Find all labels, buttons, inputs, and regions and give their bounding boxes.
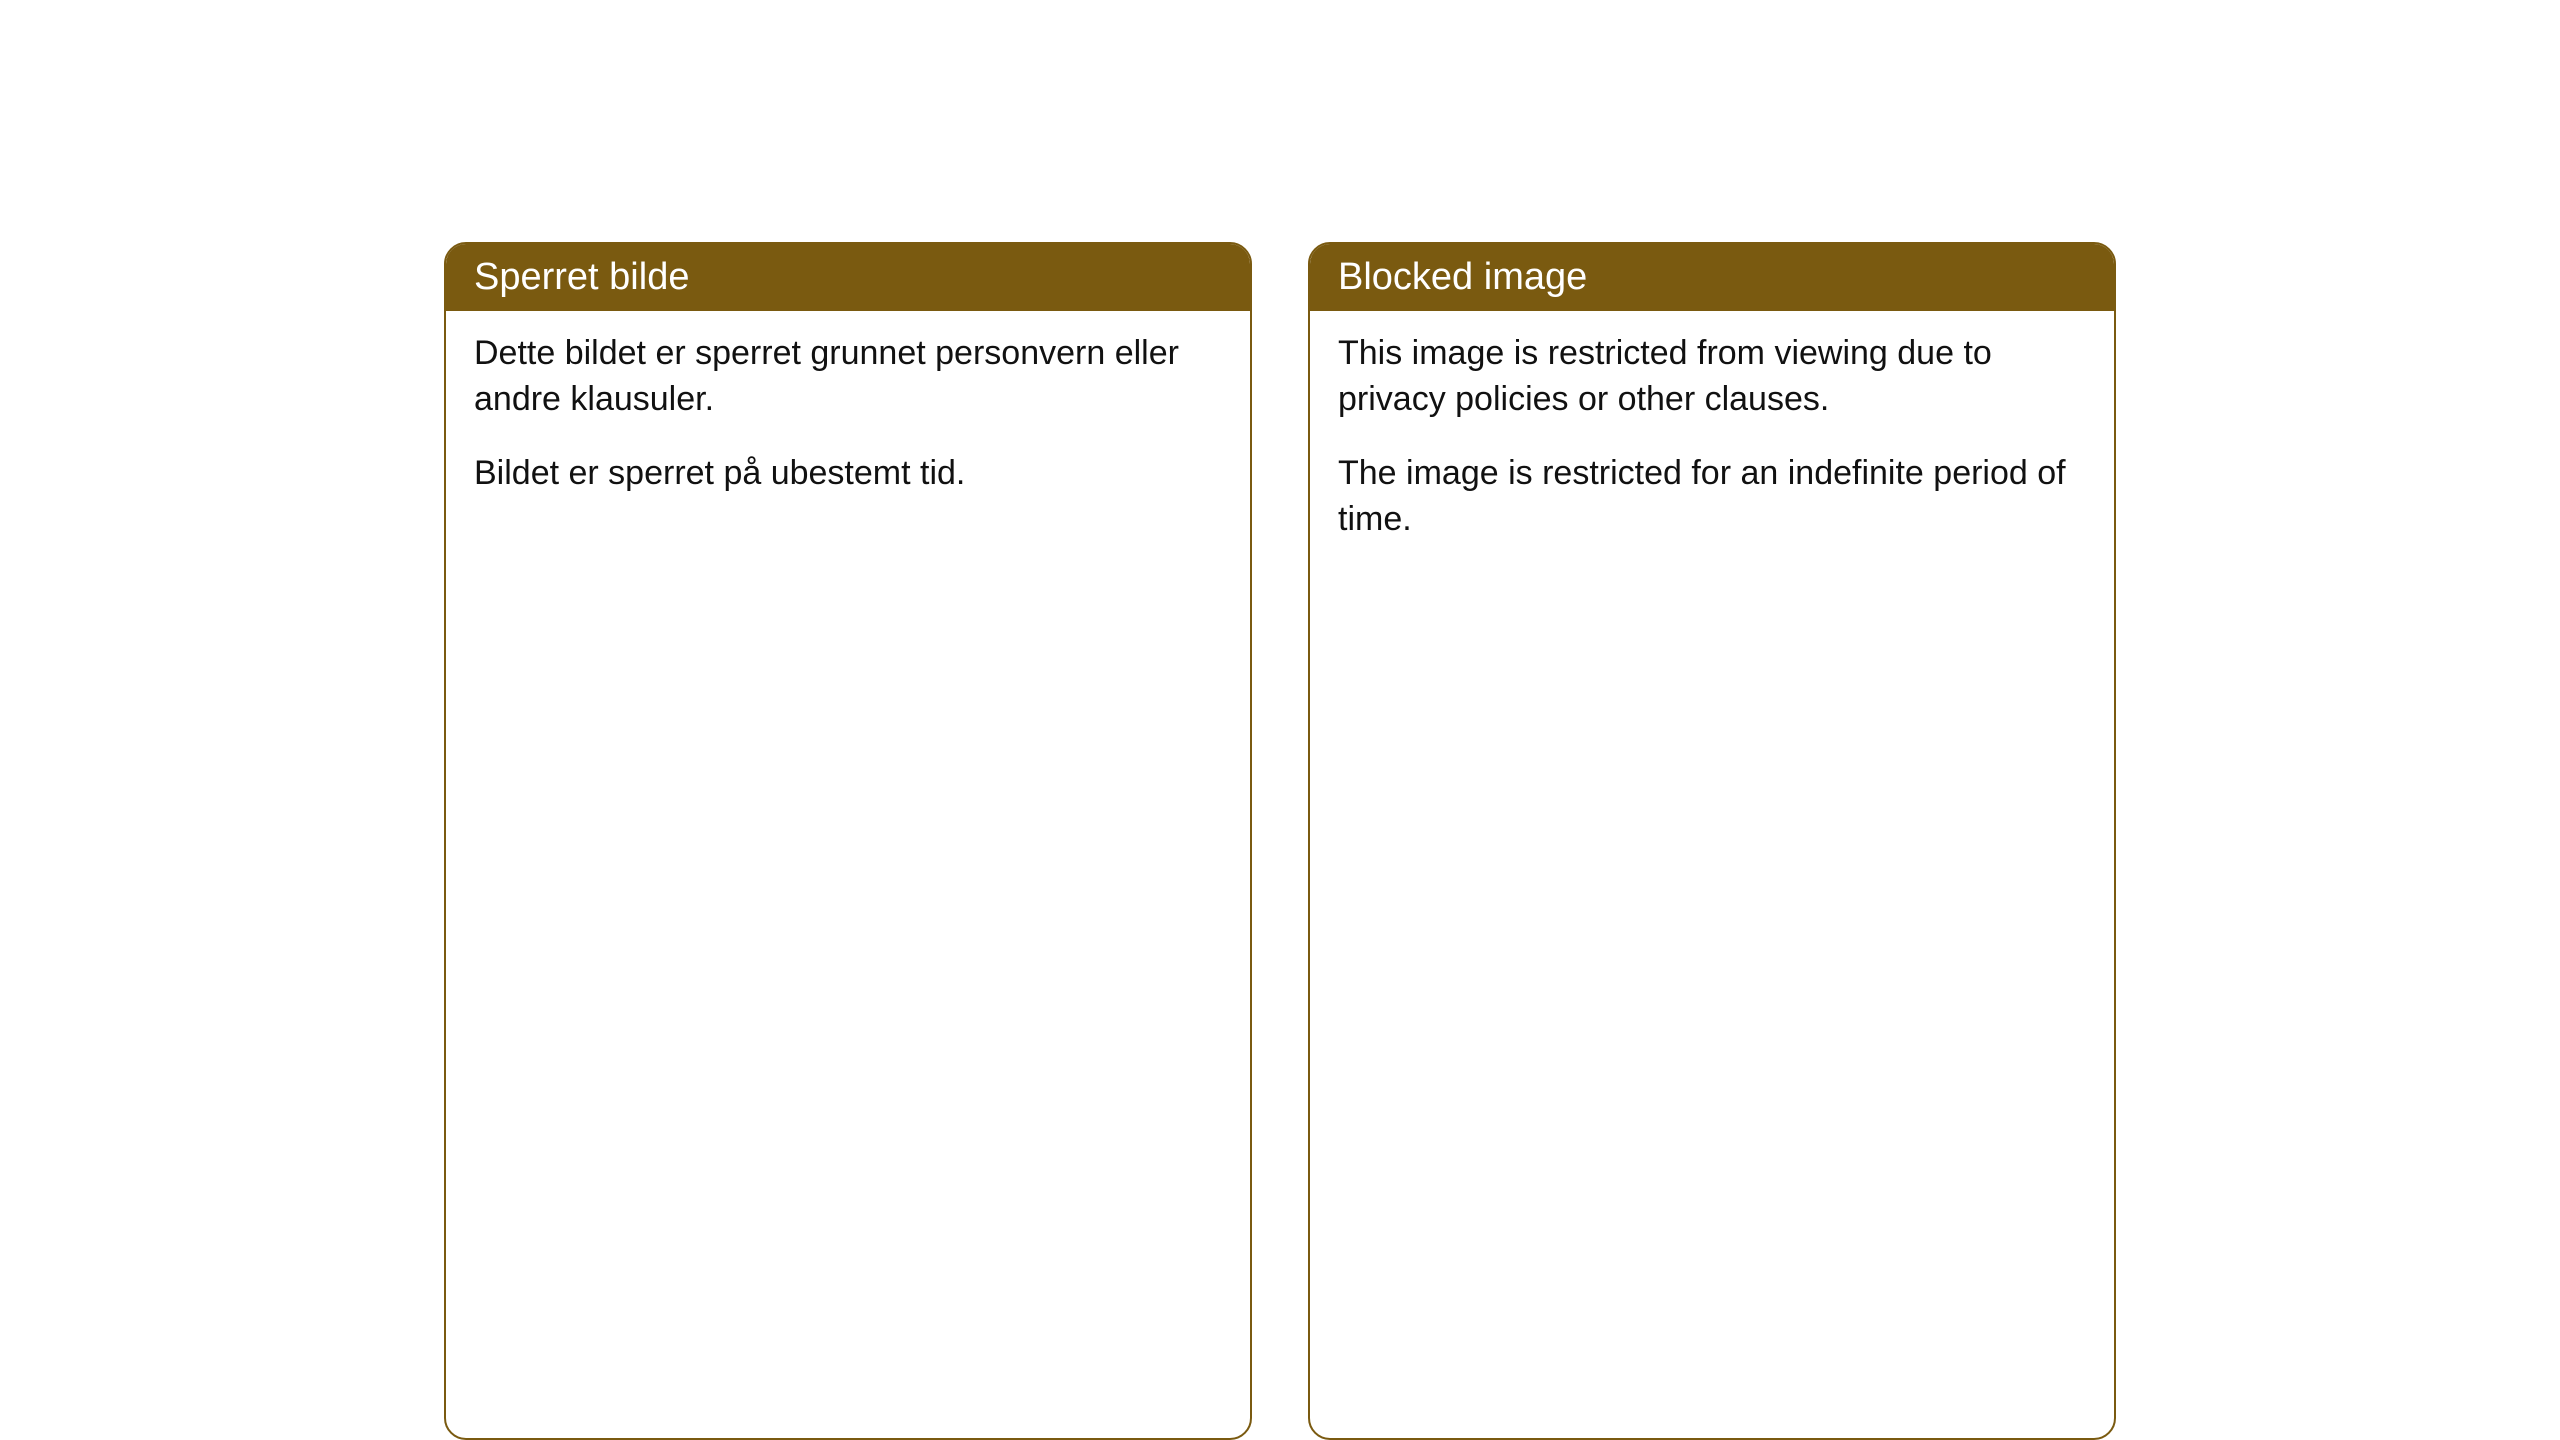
card-paragraph: The image is restricted for an indefinit… xyxy=(1338,451,2086,543)
card-title: Blocked image xyxy=(1338,256,1587,298)
card-paragraph: Bildet er sperret på ubestemt tid. xyxy=(474,451,1222,497)
notice-card-english: Blocked image This image is restricted f… xyxy=(1308,242,2116,1440)
card-body: This image is restricted from viewing du… xyxy=(1310,311,2114,583)
card-header: Sperret bilde xyxy=(446,244,1250,311)
card-paragraph: Dette bildet er sperret grunnet personve… xyxy=(474,331,1222,423)
card-title: Sperret bilde xyxy=(474,256,689,298)
card-body: Dette bildet er sperret grunnet personve… xyxy=(446,311,1250,537)
notice-container: Sperret bilde Dette bildet er sperret gr… xyxy=(444,242,2116,1440)
card-paragraph: This image is restricted from viewing du… xyxy=(1338,331,2086,423)
notice-card-norwegian: Sperret bilde Dette bildet er sperret gr… xyxy=(444,242,1252,1440)
card-header: Blocked image xyxy=(1310,244,2114,311)
